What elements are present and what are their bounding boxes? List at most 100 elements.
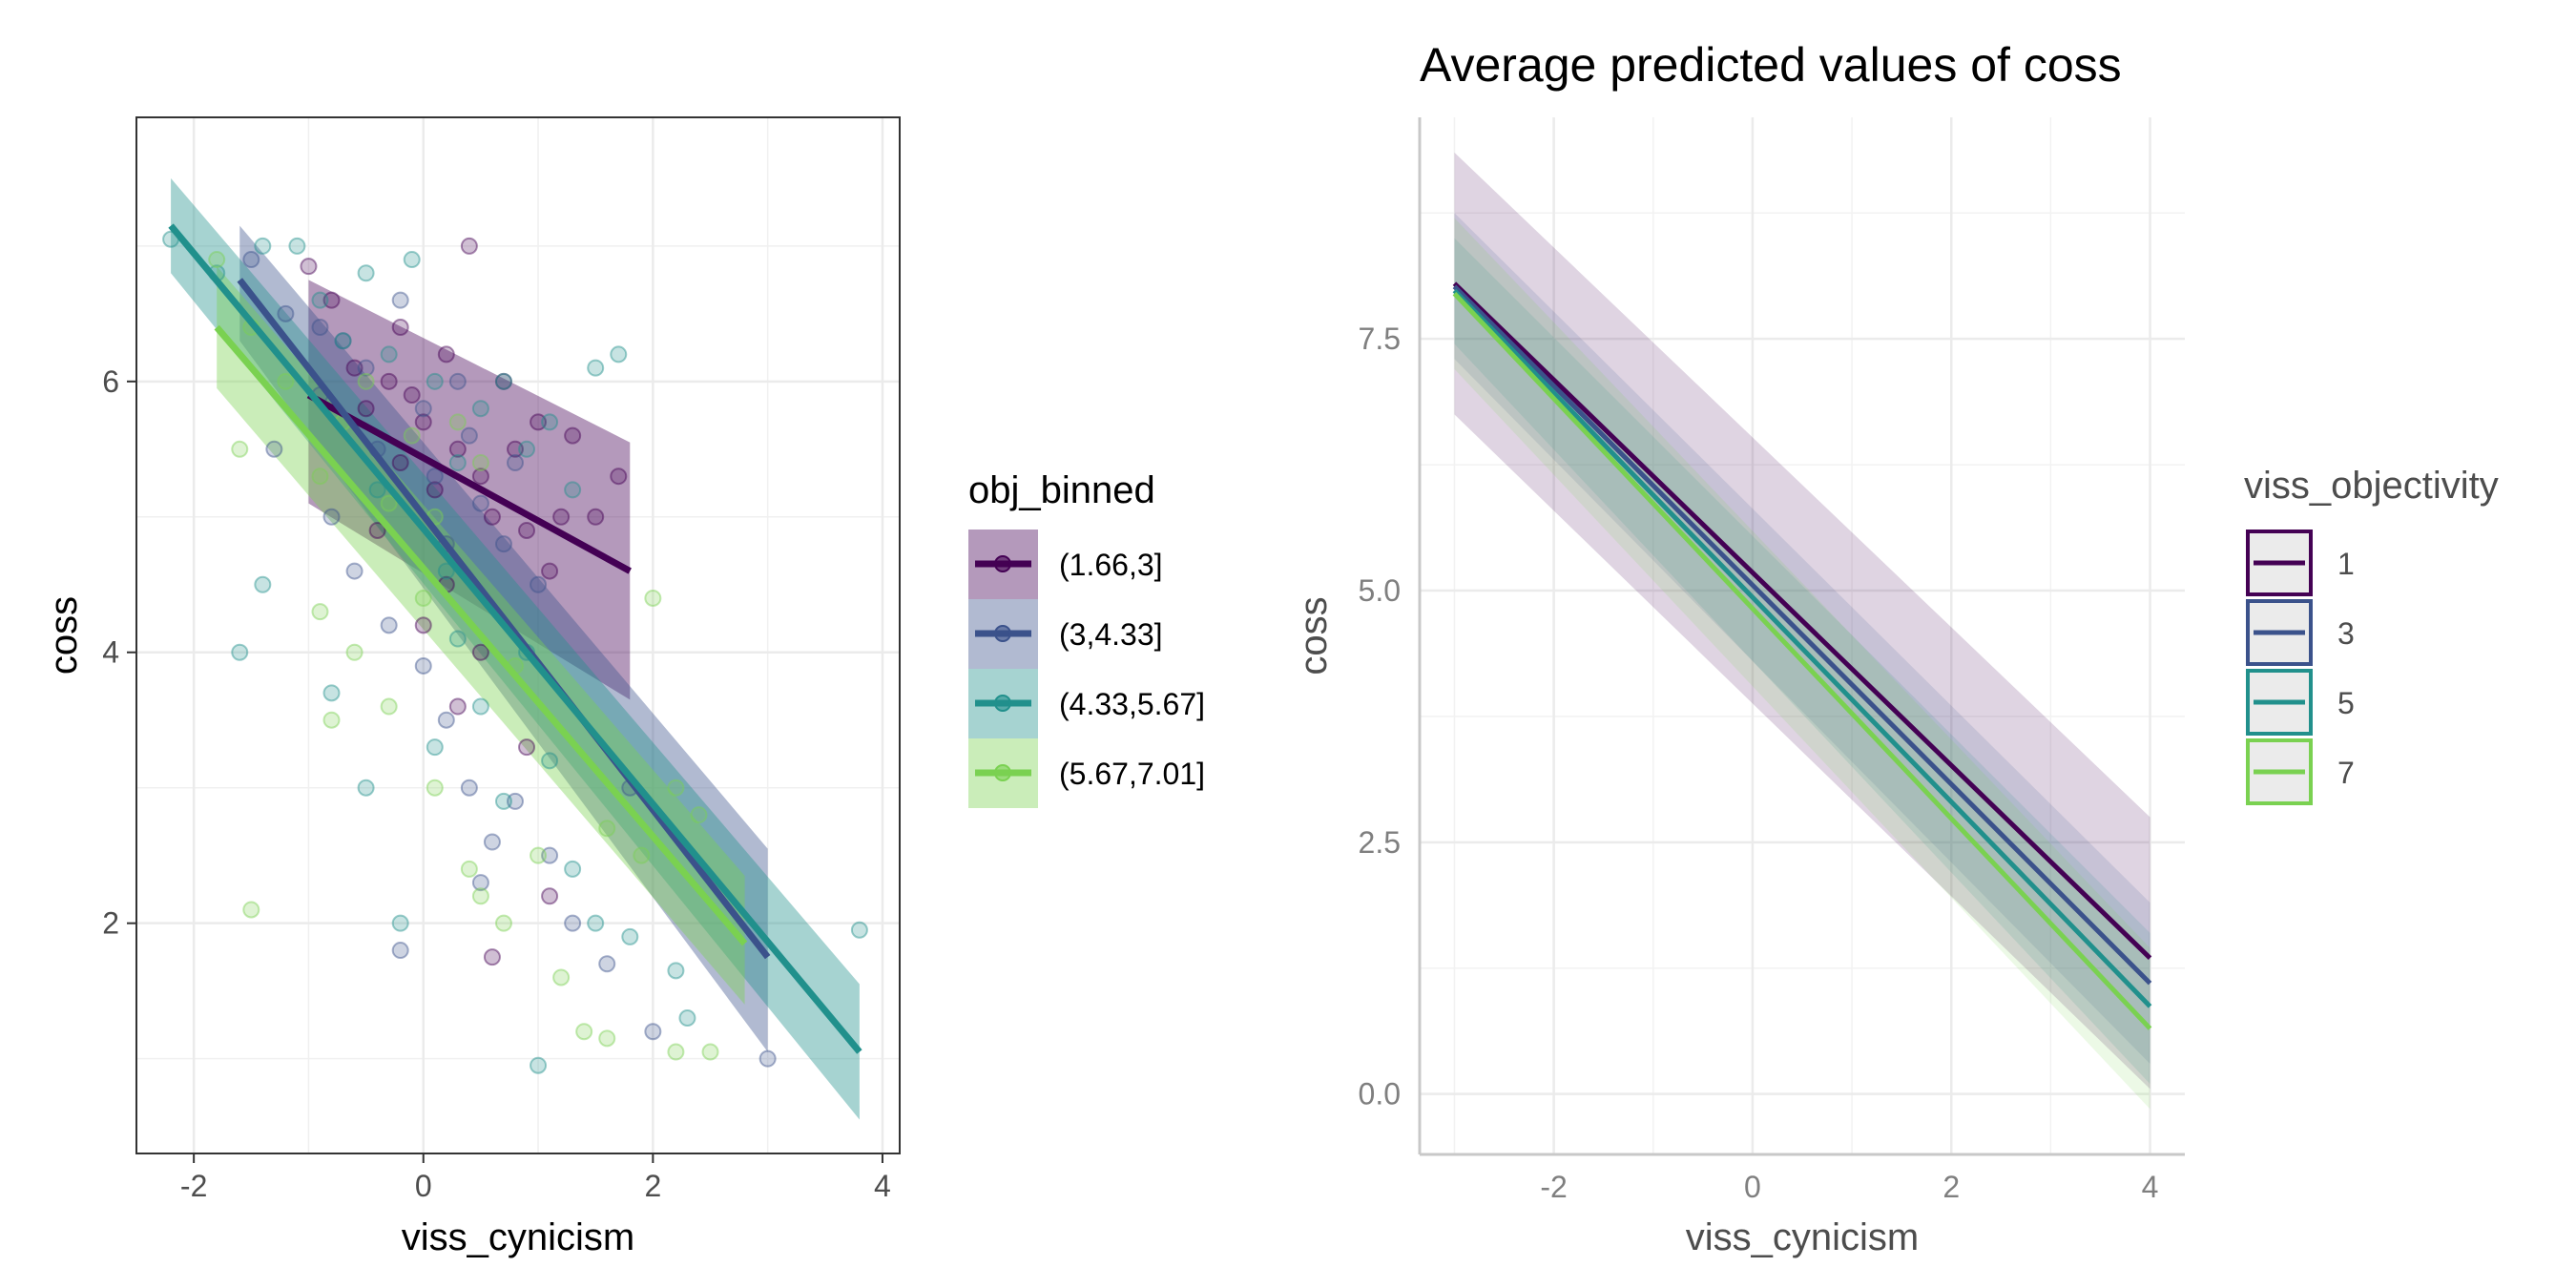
scatter-point [437,562,455,580]
scatter-point [380,494,398,512]
right-line-3 [1452,284,2152,986]
scatter-point [437,345,455,364]
scatter-point [471,887,489,905]
scatter-point [850,921,868,939]
scatter-point [471,697,489,716]
scatter-point [471,643,489,661]
scatter-point [471,467,489,486]
scatter-point [311,291,329,309]
left-legend-label: (1.66,3] [1059,548,1163,582]
right-y-tick-label: 7.5 [1359,322,1401,356]
scatter-point [587,359,605,377]
scatter-point [242,901,260,919]
scatter-point [483,508,501,526]
scatter-point [231,440,249,458]
scatter-point [483,948,501,966]
scatter-point [448,630,467,648]
right-legend-label: 3 [2337,616,2355,651]
scatter-point [506,440,524,458]
right-y-tick-label: 2.5 [1359,825,1401,860]
scatter-point [701,1043,719,1061]
scatter-point [391,914,409,932]
left-minor-grid [136,117,900,1153]
right-minor-grid [1420,117,2185,1154]
scatter-point [471,874,489,892]
scatter-point [311,603,329,621]
scatter-point [322,684,341,702]
scatter-point [667,962,685,980]
scatter-point [380,345,398,364]
right-legend-label: 1 [2337,547,2355,581]
scatter-point [460,779,478,797]
scatter-point [471,494,489,512]
scatter-point [587,508,605,526]
scatter-point [483,833,501,851]
scatter-point [471,400,489,418]
right-axis-lines [1418,117,2185,1156]
left-legend-key-point [994,625,1011,642]
scatter-point [345,359,364,377]
left-fit-line-(5.67,7.01] [214,324,748,946]
scatter-point [322,711,341,729]
right-x-tick-label: -2 [1540,1170,1567,1204]
right-line-1 [1452,281,2152,961]
scatter-point [334,332,352,350]
scatter-point [414,413,432,431]
scatter-point [380,616,398,634]
scatter-point [541,413,559,431]
scatter-point [265,440,283,458]
scatter-point [494,792,512,810]
scatter-point [506,454,524,471]
left-legend-key-point [994,695,1011,712]
scatter-point [448,697,467,716]
right-legend-label: 5 [2337,686,2355,720]
left-fit-line-(4.33,5.67] [168,223,862,1054]
scatter-point [494,372,512,390]
scatter-point [598,955,616,973]
scatter-point [633,846,651,864]
scatter-point [322,508,341,526]
scatter-point [403,386,421,405]
right-prediction-lines [1452,281,2152,1030]
scatter-point [208,251,226,269]
scatter-point [678,1009,696,1028]
left-legend-key-point [994,764,1011,781]
scatter-point [380,372,398,390]
left-y-tick-label: 4 [102,635,119,670]
scatter-point [254,575,272,593]
scatter-point [598,820,616,838]
left-x-tick-label: 2 [644,1169,661,1203]
scatter-point [494,372,512,390]
scatter-point [460,237,478,255]
scatter-point [552,968,571,987]
scatter-point [564,860,582,878]
scatter-point [403,251,421,269]
scatter-point [460,860,478,878]
scatter-point [644,1023,662,1041]
left-legend-title: obj_binned [968,469,1155,511]
scatter-point [426,481,444,499]
scatter-point [391,454,409,471]
right-y-tick-label: 0.0 [1359,1077,1401,1111]
scatter-point [357,264,375,282]
right-chart-title: Average predicted values of coss [1420,38,2122,92]
scatter-point [345,643,364,661]
right-line-5 [1452,288,2152,1008]
scatter-point [506,792,524,810]
right-axis-ticks: -2 0 2 4 0.0 2.5 5.0 7.5 [1359,322,2159,1204]
scatter-point [575,1023,593,1041]
right-legend: 1 3 5 7 [2246,530,2355,805]
scatter-point [414,616,432,634]
scatter-point [690,806,708,824]
scatter-point [300,258,318,276]
scatter-point [311,467,329,486]
scatter-point [610,345,628,364]
scatter-point [610,467,628,486]
scatter-point [345,562,364,580]
left-band-(1.66,3] [308,280,631,700]
right-legend-title: viss_objectivity [2244,465,2499,507]
scatter-point [758,1049,777,1068]
right-x-tick-label: 2 [1942,1170,1960,1204]
scatter-point [414,400,432,418]
